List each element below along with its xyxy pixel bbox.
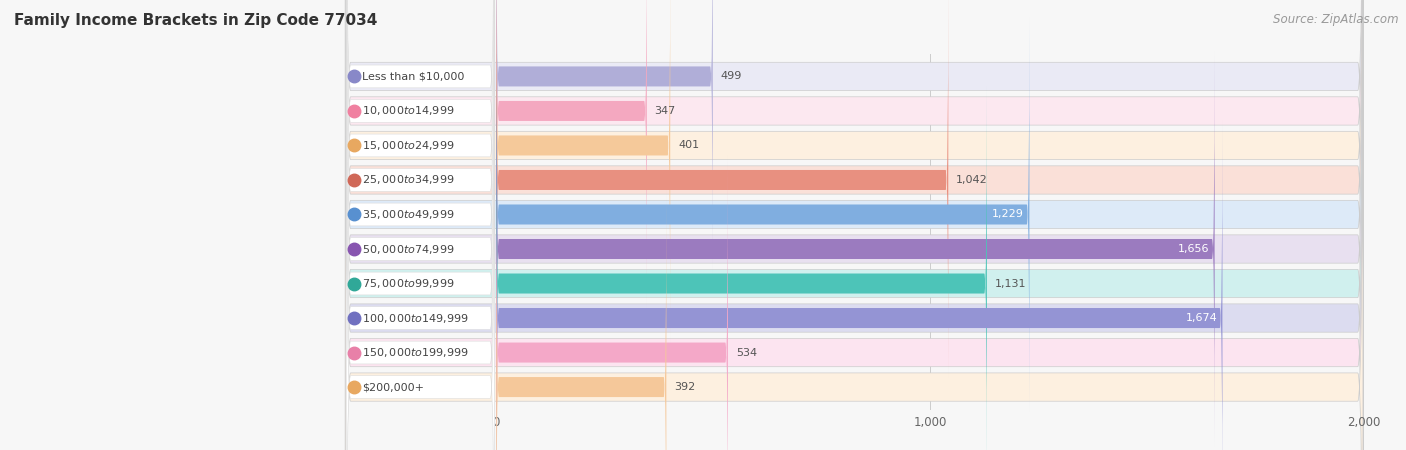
- FancyBboxPatch shape: [346, 53, 495, 450]
- FancyBboxPatch shape: [346, 0, 1362, 450]
- FancyBboxPatch shape: [346, 0, 495, 450]
- FancyBboxPatch shape: [346, 0, 495, 450]
- FancyBboxPatch shape: [346, 0, 495, 450]
- Text: $25,000 to $34,999: $25,000 to $34,999: [361, 174, 454, 186]
- Text: 401: 401: [678, 140, 699, 150]
- Text: 1,042: 1,042: [956, 175, 988, 185]
- FancyBboxPatch shape: [346, 0, 495, 410]
- Text: 1,131: 1,131: [994, 279, 1026, 288]
- Text: $50,000 to $74,999: $50,000 to $74,999: [361, 243, 454, 256]
- FancyBboxPatch shape: [346, 0, 1362, 450]
- FancyBboxPatch shape: [496, 0, 671, 342]
- Text: $150,000 to $199,999: $150,000 to $199,999: [361, 346, 468, 359]
- Text: Less than $10,000: Less than $10,000: [361, 72, 464, 81]
- FancyBboxPatch shape: [496, 86, 987, 450]
- FancyBboxPatch shape: [346, 0, 495, 450]
- FancyBboxPatch shape: [346, 0, 1362, 450]
- FancyBboxPatch shape: [346, 19, 495, 450]
- Text: 499: 499: [720, 72, 742, 81]
- FancyBboxPatch shape: [496, 155, 728, 450]
- FancyBboxPatch shape: [346, 0, 1362, 450]
- FancyBboxPatch shape: [346, 0, 1362, 450]
- Text: $100,000 to $149,999: $100,000 to $149,999: [361, 311, 468, 324]
- FancyBboxPatch shape: [496, 0, 713, 274]
- FancyBboxPatch shape: [496, 52, 1215, 446]
- FancyBboxPatch shape: [346, 0, 495, 450]
- Text: $200,000+: $200,000+: [361, 382, 423, 392]
- FancyBboxPatch shape: [346, 0, 1362, 450]
- Text: $10,000 to $14,999: $10,000 to $14,999: [361, 104, 454, 117]
- FancyBboxPatch shape: [346, 0, 1362, 450]
- FancyBboxPatch shape: [496, 0, 647, 308]
- Text: Family Income Brackets in Zip Code 77034: Family Income Brackets in Zip Code 77034: [14, 14, 377, 28]
- FancyBboxPatch shape: [496, 190, 666, 450]
- Text: $75,000 to $99,999: $75,000 to $99,999: [361, 277, 454, 290]
- FancyBboxPatch shape: [496, 0, 948, 377]
- FancyBboxPatch shape: [346, 0, 495, 445]
- Text: Source: ZipAtlas.com: Source: ZipAtlas.com: [1274, 14, 1399, 27]
- FancyBboxPatch shape: [346, 0, 1362, 450]
- FancyBboxPatch shape: [346, 0, 1362, 450]
- FancyBboxPatch shape: [346, 0, 1362, 450]
- Text: 347: 347: [655, 106, 676, 116]
- Text: 534: 534: [735, 347, 756, 358]
- Text: $35,000 to $49,999: $35,000 to $49,999: [361, 208, 454, 221]
- FancyBboxPatch shape: [496, 18, 1029, 412]
- Text: 1,656: 1,656: [1178, 244, 1209, 254]
- Text: 1,229: 1,229: [993, 210, 1024, 220]
- FancyBboxPatch shape: [346, 0, 495, 450]
- Text: 392: 392: [673, 382, 696, 392]
- Text: $15,000 to $24,999: $15,000 to $24,999: [361, 139, 454, 152]
- FancyBboxPatch shape: [496, 121, 1222, 450]
- Text: 1,674: 1,674: [1185, 313, 1218, 323]
